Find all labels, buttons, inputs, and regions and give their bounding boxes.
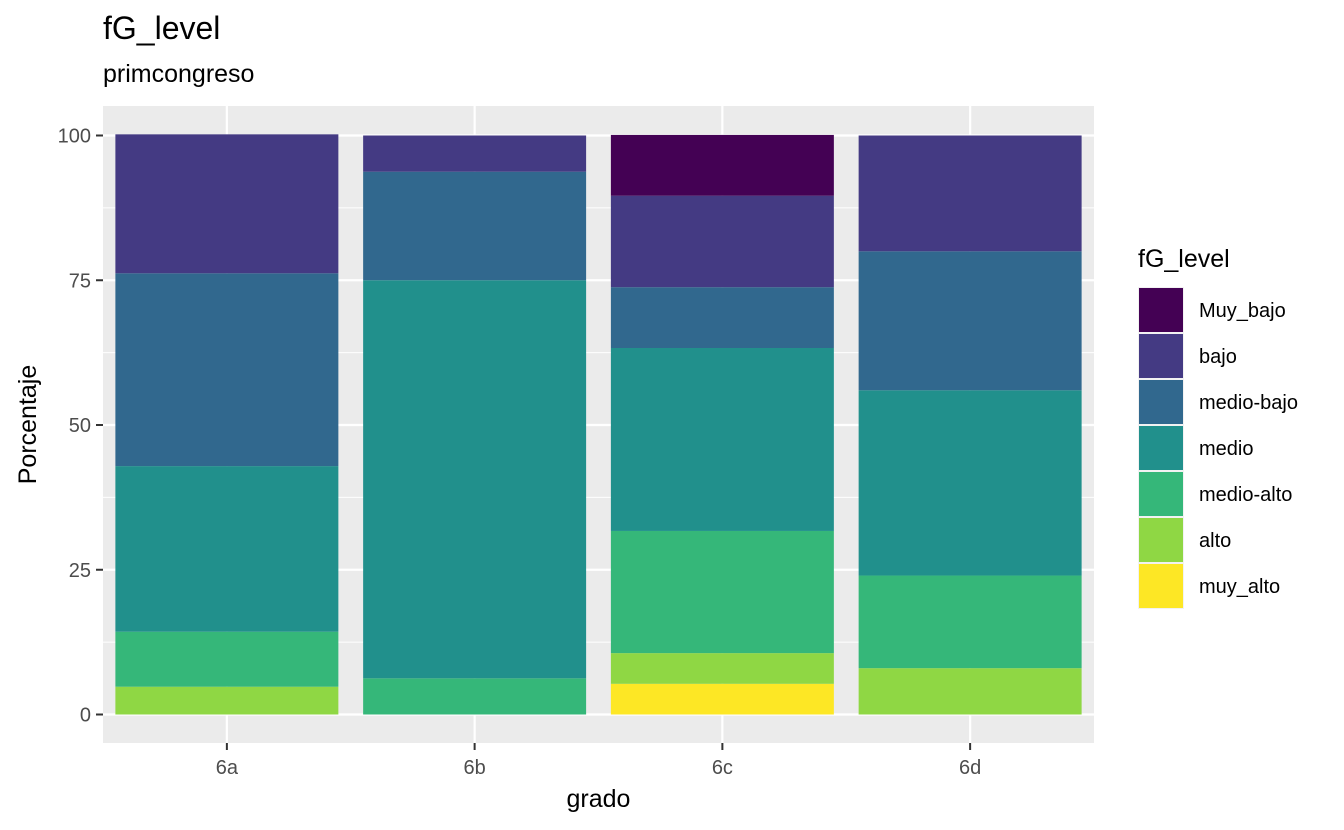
bar-segment-6c-medio-bajo	[610, 287, 834, 348]
legend-swatch-muy-alto	[1139, 564, 1183, 608]
y-tick-label: 75	[69, 270, 91, 292]
bar-segment-6a-medio-bajo	[115, 273, 339, 467]
bar-segment-6c-muy-alto	[610, 683, 834, 715]
bar-segment-6b-bajo	[363, 135, 587, 172]
chart-title: fG_level	[103, 10, 221, 46]
bar-segment-6d-alto	[858, 668, 1082, 715]
y-tick-label: 25	[69, 560, 91, 582]
bar-segment-6b-medio	[363, 280, 587, 679]
y-axis-title: Porcentaje	[14, 365, 42, 485]
bar-segment-6c-muy-bajo	[610, 134, 834, 196]
bar-segment-6d-bajo	[858, 135, 1082, 252]
legend-label: medio-alto	[1199, 484, 1292, 506]
legend-swatch-muy-bajo	[1139, 288, 1183, 332]
legend-label: medio-bajo	[1199, 392, 1298, 414]
y-tick-label: 50	[69, 415, 91, 437]
legend-title: fG_level	[1138, 245, 1230, 273]
bar-segment-6d-medio	[858, 390, 1082, 576]
bar-segment-6a-alto	[115, 686, 339, 715]
bar-segment-6a-bajo	[115, 134, 339, 274]
legend-label: bajo	[1199, 346, 1237, 368]
legend-label: muy_alto	[1199, 576, 1280, 598]
legend-label: alto	[1199, 530, 1231, 552]
x-axis: 6a 6b 6c 6d	[216, 743, 981, 779]
legend-swatch-bajo	[1139, 334, 1183, 378]
legend-label: Muy_bajo	[1199, 300, 1286, 322]
bar-segment-6c-medio-alto	[610, 530, 834, 654]
x-tick-label: 6a	[216, 757, 239, 779]
bar-segment-6c-medio	[610, 347, 834, 531]
bar-segment-6d-medio-bajo	[858, 251, 1082, 391]
x-axis-title: grado	[567, 785, 631, 813]
bar-segment-6a-medio-alto	[115, 631, 339, 687]
legend-swatch-medio-bajo	[1139, 380, 1183, 424]
x-tick-label: 6b	[464, 757, 486, 779]
bars	[115, 134, 1082, 715]
x-tick-label: 6c	[712, 757, 733, 779]
x-tick-label: 6d	[959, 757, 981, 779]
legend-swatch-alto	[1139, 518, 1183, 562]
y-axis: 0 25 50 75 100	[58, 126, 103, 727]
y-tick-label: 100	[58, 126, 91, 148]
bar-segment-6b-medio-alto	[363, 678, 587, 715]
legend-label: medio	[1199, 438, 1253, 460]
legend-swatch-medio-alto	[1139, 472, 1183, 516]
chart-subtitle: primcongreso	[103, 60, 255, 88]
bar-segment-6a-medio	[115, 466, 339, 632]
legend-swatch-medio	[1139, 426, 1183, 470]
bar-segment-6b-medio-bajo	[363, 171, 587, 281]
bar-segment-6d-medio-alto	[858, 575, 1082, 669]
y-tick-label: 0	[80, 705, 91, 727]
bar-segment-6c-bajo	[610, 195, 834, 288]
bar-segment-6c-alto	[610, 653, 834, 684]
